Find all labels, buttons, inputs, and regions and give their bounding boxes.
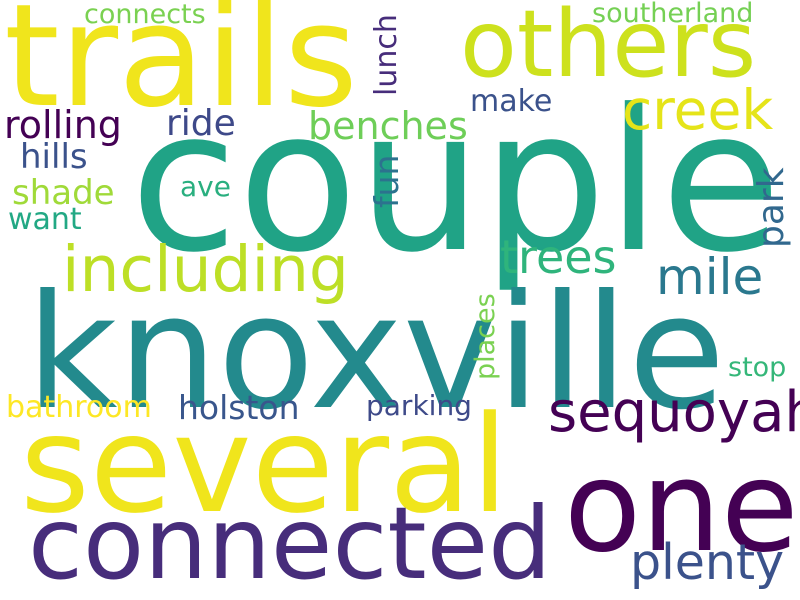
- word-including: including: [62, 233, 349, 306]
- word-rolling: rolling: [4, 103, 122, 147]
- word-connected: connected: [28, 485, 552, 600]
- word-places: places: [470, 293, 501, 380]
- word-connects: connects: [84, 0, 206, 30]
- word-ride: ride: [166, 103, 236, 144]
- word-parking: parking: [366, 389, 472, 422]
- word-make: make: [470, 84, 553, 119]
- word-one: one: [564, 433, 799, 580]
- word-holston: holston: [178, 388, 300, 427]
- word-several: several: [20, 387, 509, 543]
- word-couple: couple: [130, 68, 782, 296]
- word-fun: fun: [367, 154, 406, 208]
- word-others: others: [460, 0, 757, 98]
- word-want: want: [8, 202, 82, 237]
- word-southerland: southerland: [592, 0, 754, 29]
- word-plenty: plenty: [630, 534, 785, 591]
- word-mile: mile: [656, 248, 764, 306]
- word-trees: trees: [500, 230, 617, 284]
- word-knoxville: knoxville: [26, 261, 726, 445]
- word-creek: creek: [622, 78, 774, 142]
- word-shade: shade: [12, 173, 115, 213]
- word-stop: stop: [728, 352, 787, 383]
- word-ave: ave: [180, 170, 231, 203]
- word-bathroom: bathroom: [6, 390, 152, 425]
- word-hills: hills: [20, 137, 88, 177]
- word-trails: trails: [4, 0, 358, 139]
- word-lunch: lunch: [369, 14, 404, 96]
- word-benches: benches: [308, 104, 468, 148]
- word-park: park: [751, 167, 792, 248]
- word-sequoyah: sequoyah: [548, 380, 800, 445]
